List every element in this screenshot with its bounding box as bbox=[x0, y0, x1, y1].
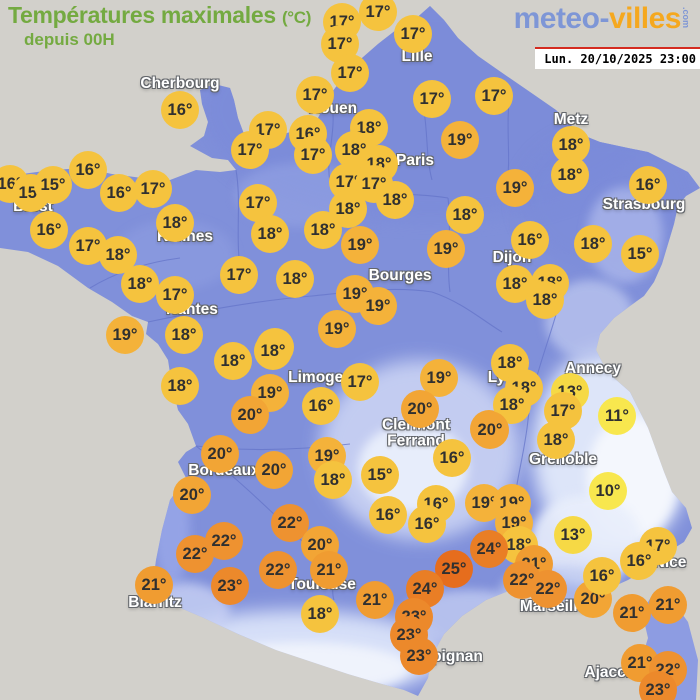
temp-marker: 19° bbox=[359, 287, 397, 325]
city-label: Cherbourg bbox=[140, 74, 220, 92]
temp-marker: 18° bbox=[251, 215, 289, 253]
temp-marker: 20° bbox=[401, 390, 439, 428]
temp-marker: 16° bbox=[620, 542, 658, 580]
temp-marker: 19° bbox=[341, 226, 379, 264]
temp-marker: 17° bbox=[231, 131, 269, 169]
datetime-badge: Lun. 20/10/2025 23:00 bbox=[535, 47, 700, 69]
temp-marker: 20° bbox=[231, 396, 269, 434]
temp-marker: 11° bbox=[598, 397, 636, 435]
temp-marker: 15° bbox=[361, 456, 399, 494]
temp-marker: 19° bbox=[496, 169, 534, 207]
temp-marker: 18° bbox=[276, 260, 314, 298]
city-label: Metz bbox=[553, 110, 589, 128]
city-label: Bourges bbox=[368, 266, 432, 284]
temp-marker: 15° bbox=[34, 166, 72, 204]
temp-marker: 18° bbox=[121, 265, 159, 303]
temp-marker: 21° bbox=[649, 586, 687, 624]
temp-marker: 17° bbox=[394, 15, 432, 53]
temp-marker: 17° bbox=[296, 76, 334, 114]
page-title-unit: (°C) bbox=[281, 8, 312, 27]
temp-marker: 21° bbox=[310, 551, 348, 589]
temp-marker: 18° bbox=[350, 109, 388, 147]
temp-marker: 23° bbox=[400, 637, 438, 675]
temp-marker: 17° bbox=[341, 363, 379, 401]
temp-marker: 23° bbox=[211, 567, 249, 605]
temp-marker: 18° bbox=[446, 196, 484, 234]
temp-marker: 18° bbox=[301, 595, 339, 633]
temp-marker: 19° bbox=[441, 121, 479, 159]
temp-marker: 18° bbox=[551, 156, 589, 194]
temp-marker: 18° bbox=[376, 181, 414, 219]
temp-marker: 18° bbox=[304, 211, 342, 249]
temp-marker: 18° bbox=[537, 421, 575, 459]
temp-marker: 20° bbox=[173, 476, 211, 514]
temp-marker: 23° bbox=[639, 671, 677, 700]
temp-marker: 18° bbox=[526, 281, 564, 319]
temp-marker: 22° bbox=[529, 570, 567, 608]
temp-marker: 13° bbox=[554, 516, 592, 554]
temp-marker: 15° bbox=[621, 235, 659, 273]
temp-marker: 21° bbox=[356, 581, 394, 619]
temp-marker: 16° bbox=[161, 91, 199, 129]
temp-marker: 16° bbox=[30, 211, 68, 249]
temp-marker: 18° bbox=[156, 204, 194, 242]
city-label: Limoges bbox=[288, 368, 352, 386]
temp-marker: 19° bbox=[427, 230, 465, 268]
temp-marker: 20° bbox=[471, 411, 509, 449]
city-label: Annecy bbox=[565, 359, 621, 377]
temp-marker: 18° bbox=[314, 461, 352, 499]
temp-marker: 17° bbox=[134, 170, 172, 208]
temp-marker: 22° bbox=[176, 535, 214, 573]
temp-marker: 18° bbox=[165, 316, 203, 354]
temp-marker: 24° bbox=[470, 530, 508, 568]
temp-marker: 22° bbox=[259, 551, 297, 589]
temp-marker: 17° bbox=[359, 0, 397, 31]
temp-marker: 19° bbox=[106, 316, 144, 354]
temp-marker: 16° bbox=[583, 557, 621, 595]
temp-marker: 16° bbox=[100, 174, 138, 212]
meteo-villes-logo[interactable]: meteo- villes .com bbox=[513, 2, 691, 35]
temp-marker: 16° bbox=[369, 496, 407, 534]
temp-marker: 19° bbox=[318, 310, 356, 348]
logo-villes: villes bbox=[608, 2, 682, 35]
temp-marker: 17° bbox=[220, 256, 258, 294]
temp-marker: 18° bbox=[574, 225, 612, 263]
temp-marker: 17° bbox=[331, 54, 369, 92]
temp-marker: 16° bbox=[511, 221, 549, 259]
page-title: Températures maximales (°C) bbox=[8, 2, 311, 29]
city-label: Paris bbox=[396, 151, 434, 169]
temp-marker: 17° bbox=[475, 77, 513, 115]
temp-marker: 21° bbox=[135, 566, 173, 604]
temp-marker: 10° bbox=[589, 472, 627, 510]
page-title-text: Températures maximales bbox=[8, 2, 276, 28]
temp-marker: 19° bbox=[420, 359, 458, 397]
temp-marker: 16° bbox=[433, 439, 471, 477]
logo-dotcom: .com bbox=[681, 7, 691, 29]
temp-marker: 16° bbox=[302, 387, 340, 425]
temp-marker: 21° bbox=[613, 594, 651, 632]
temp-marker: 17° bbox=[294, 136, 332, 174]
temp-marker: 16° bbox=[69, 151, 107, 189]
logo-meteo: meteo- bbox=[513, 2, 610, 35]
city-label: Strasbourg bbox=[602, 195, 686, 213]
temp-marker: 20° bbox=[255, 451, 293, 489]
temp-marker: 16° bbox=[629, 166, 667, 204]
temp-marker: 17° bbox=[156, 276, 194, 314]
temp-marker: 18° bbox=[161, 367, 199, 405]
temp-marker: 18° bbox=[214, 342, 252, 380]
temp-marker: 16° bbox=[408, 505, 446, 543]
temp-marker: 20° bbox=[301, 526, 339, 564]
temp-marker: 17° bbox=[413, 80, 451, 118]
temp-marker: 18° bbox=[254, 332, 292, 370]
page-subtitle: depuis 00H bbox=[24, 30, 115, 49]
temp-marker: 20° bbox=[201, 435, 239, 473]
